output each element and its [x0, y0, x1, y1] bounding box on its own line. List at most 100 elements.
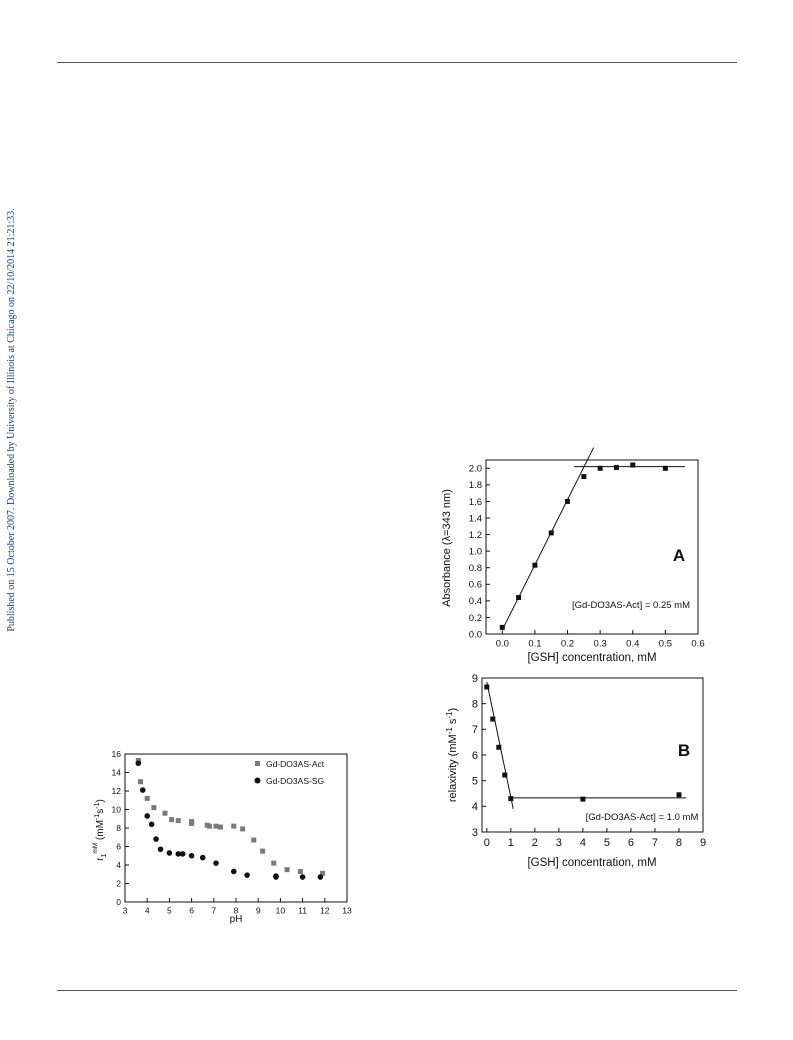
y-tick-label: 1.4 [469, 513, 482, 524]
data-point [548, 530, 554, 536]
data-point [630, 462, 636, 468]
data-point [613, 464, 619, 470]
y-tick-label: 4 [116, 860, 121, 870]
y-tick-label: 9 [472, 673, 478, 685]
data-point-act [271, 860, 277, 866]
download-notice: Published on 15 October 2007. Downloaded… [6, 208, 17, 632]
y-tick-label: 6 [116, 841, 121, 851]
data-point [496, 744, 502, 750]
top-rule [57, 62, 737, 63]
data-point-sg [144, 813, 150, 819]
x-tick-label: 13 [342, 906, 352, 916]
x-tick-label: 8 [676, 837, 682, 849]
data-points-b [484, 684, 682, 802]
data-point-sg [317, 874, 324, 880]
data-points-a [499, 462, 668, 630]
data-point [502, 772, 508, 778]
chart-relaxivity-vs-ph: 0 2 4 6 8 10 12 14 16 3 4 5 6 7 8 9 10 11 12 13 Gd-DO3AS-A… [92, 749, 352, 925]
y-tick-label: 6 [472, 750, 478, 762]
data-point-sg [166, 850, 173, 856]
legend-label-sg: Gd-DO3AS-SG [266, 776, 324, 786]
data-point-sg [135, 760, 142, 767]
x-tick-label: 3 [556, 837, 562, 849]
data-point-sg [157, 846, 164, 853]
data-point-act [213, 823, 219, 829]
panel-label-a: A [673, 546, 685, 565]
x-tick-label: 10 [276, 906, 286, 916]
y-tick-label: 12 [112, 786, 122, 796]
data-point-sg [199, 854, 206, 861]
x-tick-label: 5 [167, 906, 172, 916]
data-point-sg [188, 852, 195, 859]
x-tick-label: 9 [700, 837, 706, 849]
data-points-c [135, 757, 326, 880]
y-tick-label: 14 [112, 767, 122, 777]
plot-area-b [481, 677, 704, 833]
legend-c: Gd-DO3AS-Act Gd-DO3AS-SG [254, 759, 325, 786]
y-tick-label: 0.2 [469, 613, 482, 624]
plot-area-a [485, 459, 699, 635]
data-point-act [206, 823, 212, 829]
x-tick-label: 4 [145, 906, 150, 916]
y-tick-label: 8 [472, 699, 478, 711]
x-tick-label: 8 [234, 906, 239, 916]
y-tick-label: 7 [472, 724, 478, 736]
data-point-act [169, 817, 175, 823]
x-tick-label: 0.6 [691, 639, 704, 650]
data-point-sg [139, 787, 146, 793]
data-point-sg [179, 851, 186, 857]
y-axis-label-b: relaxivity (mM-1 s-1) [445, 708, 459, 802]
x-tick-label: 7 [211, 906, 216, 916]
data-point-sg [213, 860, 219, 866]
x-tick-label: 7 [652, 837, 658, 849]
x-tick-label: 9 [256, 906, 261, 916]
data-point-sg [273, 874, 279, 880]
y-tick-label: 1.0 [469, 546, 482, 557]
data-point-act [260, 848, 266, 854]
legend-marker-act [255, 761, 260, 766]
x-tick-label: 6 [189, 906, 194, 916]
x-tick-label: 12 [320, 906, 330, 916]
x-ticks-c: 3 4 5 6 7 8 9 10 11 12 13 [123, 898, 352, 916]
x-tick-label: 0.2 [561, 639, 574, 650]
data-point [484, 684, 490, 690]
data-point-act [284, 867, 290, 873]
panel-label-b: B [678, 741, 690, 760]
data-point-act [297, 868, 303, 874]
x-axis-label-a: [GSH] concentration, mM [527, 652, 656, 664]
x-tick-label: 6 [628, 837, 634, 849]
data-point-sg [175, 851, 182, 857]
annotation-a: [Gd-DO3AS-Act] = 0.25 mM [572, 600, 690, 611]
x-tick-label: 0.3 [594, 639, 607, 650]
y-tick-label: 0.4 [469, 596, 482, 607]
y-tick-label: 1.6 [469, 497, 482, 508]
y-tick-label: 2.0 [469, 464, 482, 475]
y-tick-label: 16 [112, 749, 122, 759]
y-tick-label: 0.0 [469, 629, 482, 640]
data-point [508, 796, 514, 802]
y-tick-label: 2 [116, 878, 121, 888]
data-point-act [189, 820, 195, 826]
chart-absorbance-titration: 0.0 0.2 0.4 0.6 0.8 1.0 1.2 1.4 1.6 1.8 2.0 0.0 0.1… [441, 447, 705, 664]
legend-marker-sg [254, 777, 261, 784]
chart-relaxivity-titration: 3 4 5 6 7 8 9 0 1 2 3 4 5 6 7 8 9 B [Gd-DO3AS-Act] = 1.… [445, 673, 706, 869]
x-tick-label: 0 [484, 837, 490, 849]
data-point [490, 716, 496, 722]
fit-lines-b [486, 681, 687, 810]
plot-frame-a [485, 459, 699, 635]
data-point-act [162, 810, 168, 816]
x-axis-label-c: pH [230, 914, 243, 925]
data-point [499, 624, 505, 630]
data-point-sg [153, 836, 159, 842]
annotation-b: [Gd-DO3AS-Act] = 1.0 mM [586, 812, 699, 823]
data-point [565, 498, 571, 504]
x-tick-label: 5 [604, 837, 610, 849]
x-tick-label: 3 [123, 906, 128, 916]
x-tick-label: 1 [508, 837, 514, 849]
data-point-sg [148, 821, 155, 828]
data-point [662, 465, 668, 471]
x-tick-label: 4 [580, 837, 586, 849]
y-tick-label: 3 [472, 827, 478, 839]
data-point-act [175, 818, 181, 824]
y-tick-label: 8 [116, 823, 121, 833]
